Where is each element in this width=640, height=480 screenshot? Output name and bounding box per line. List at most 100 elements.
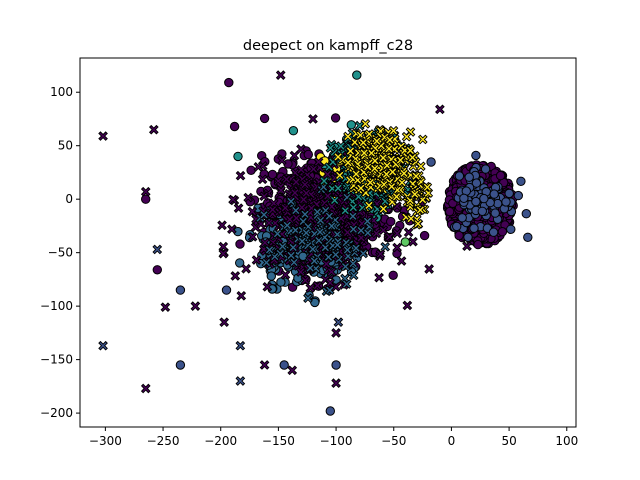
data-point [305,263,316,273]
data-point [360,118,371,129]
data-point [257,174,268,185]
data-point [454,230,464,241]
data-point [227,224,237,235]
data-point [296,164,306,175]
axes: −300 −250 −200 −150 −100 −50 0 50 100 −200 −150 −10… [40,57,578,448]
data-point [219,317,230,328]
data-point [312,280,323,291]
data-point [386,181,397,192]
data-point [345,146,356,156]
data-point [378,153,388,163]
data-point [382,160,392,171]
data-point [409,189,420,200]
data-point [386,216,396,227]
data-point [140,383,151,394]
data-point [426,157,436,167]
data-point [343,157,353,168]
data-point [233,203,244,214]
data-point [286,196,296,207]
data-point [497,227,508,237]
data-point [315,227,325,237]
data-point [308,164,319,174]
data-point [282,220,293,231]
data-point [348,202,359,213]
data-point [471,150,481,161]
data-point [424,264,434,274]
data-point [348,258,358,269]
x-tick-label: 50 [501,434,516,448]
data-point [279,360,289,370]
data-point [326,221,337,231]
data-point [351,169,361,179]
data-point [379,179,389,190]
data-point [375,249,386,259]
data-point [413,218,423,229]
data-point [457,213,467,223]
data-point [365,177,376,188]
data-point [352,70,362,80]
data-point [228,194,238,205]
data-point [415,161,426,172]
data-point [333,152,343,162]
data-point [340,205,351,216]
data-point [342,245,353,255]
data-point [230,271,241,281]
data-point [495,170,506,181]
data-point [384,143,394,154]
data-point [405,145,416,156]
data-point [266,271,276,281]
plot-frame [79,57,577,428]
data-point [391,191,402,202]
data-point [241,263,251,274]
data-point [513,190,523,201]
data-point [303,293,313,304]
data-point [471,196,481,207]
data-point [289,257,299,268]
data-point [348,211,358,222]
data-point [259,360,270,370]
data-point [259,191,269,202]
data-point [305,283,316,293]
x-tick-label: −100 [320,434,353,448]
data-point [480,164,491,174]
data-point [330,249,341,260]
data-point [332,229,343,240]
data-point [333,317,344,328]
data-point [523,232,533,243]
data-point [331,360,341,370]
data-point [247,231,258,242]
data-point [246,165,256,176]
data-point [235,376,246,386]
data-point [275,70,286,80]
data-point [140,186,151,197]
data-point [388,270,398,280]
data-point [320,242,331,253]
data-point [479,193,489,204]
x-tick-label: −50 [381,434,406,448]
data-point [298,194,309,205]
y-tick-label: −150 [40,353,73,367]
data-point [224,77,234,88]
data-point [315,215,326,226]
data-point [419,230,430,241]
data-point [392,242,402,253]
data-point [280,269,291,280]
data-point [330,113,341,123]
data-point [415,205,426,215]
data-point [152,244,163,255]
data-point [218,248,229,259]
data-point [243,192,254,203]
data-point [312,207,323,217]
data-point [489,189,499,199]
data-point [277,155,287,166]
data-point [469,223,479,233]
data-point [411,171,421,181]
data-point [341,279,352,289]
data-point [98,131,108,141]
x-tick-label: 100 [555,434,578,448]
data-point [300,209,310,220]
data-point [334,170,345,181]
y-tick-label: 0 [65,192,73,206]
data-point [217,220,227,231]
